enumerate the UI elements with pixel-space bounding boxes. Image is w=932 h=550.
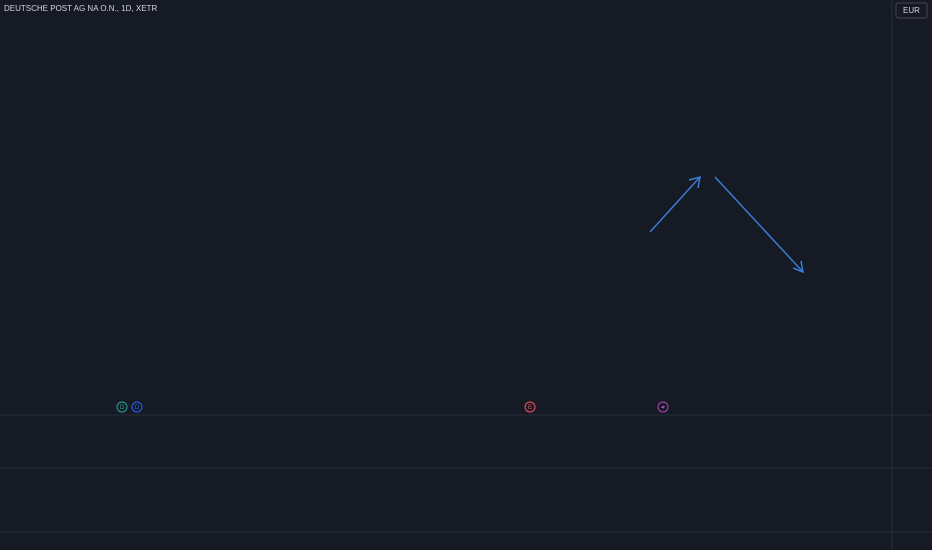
projection-arrow: [649, 176, 701, 233]
event-marker: D: [116, 401, 128, 413]
arrow-head: [792, 260, 804, 274]
projection-arrow: [714, 176, 804, 273]
currency-box: [895, 2, 928, 19]
split-marker: [657, 401, 669, 413]
currency: EUR: [903, 6, 920, 15]
event-marker: D: [131, 401, 143, 413]
chart-title: DEUTSCHE POST AG NA O.N., 1D, XETR: [4, 4, 157, 13]
arrow-head: [688, 175, 701, 189]
event-marker: E: [524, 401, 536, 413]
event-label: E: [528, 405, 532, 411]
event-label: D: [135, 405, 140, 411]
event-label: D: [120, 405, 125, 411]
